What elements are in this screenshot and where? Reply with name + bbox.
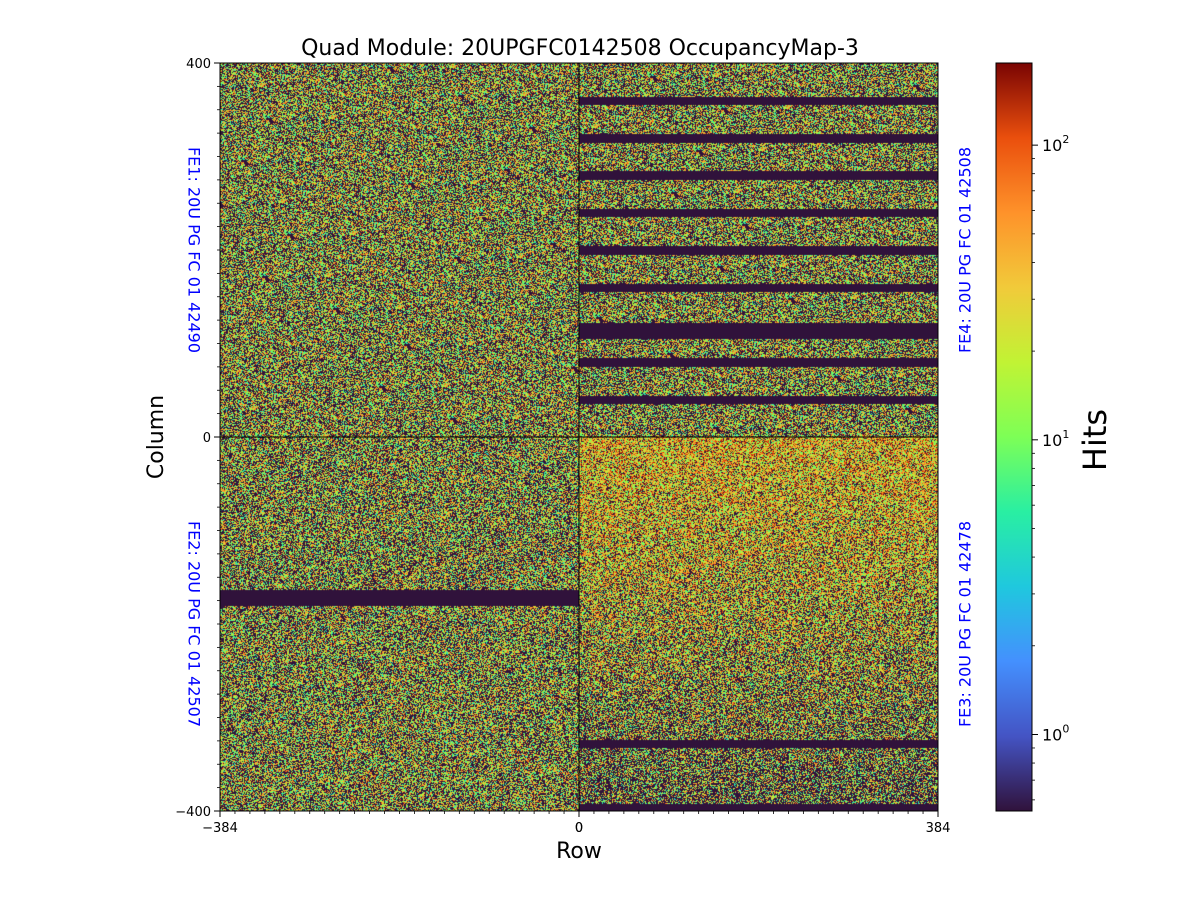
x-tick-label: 384 [926, 821, 951, 836]
fe-label-bottom-right: FE3: 20U PG FC 01 42478 [956, 521, 975, 727]
colorbar-label: Hits [1076, 409, 1114, 471]
fe-annotations: FE1: 20U PG FC 01 42490 FE2: 20U PG FC 01… [185, 147, 975, 727]
chart-title: Quad Module: 20UPGFC0142508 OccupancyMap… [301, 36, 859, 61]
y-tick-label: −400 [175, 805, 211, 820]
minor-ticks [217, 62, 939, 814]
y-tick-label: 400 [186, 57, 211, 72]
y-axis-label: Column [144, 395, 169, 479]
fe-label-bottom-left: FE2: 20U PG FC 01 42507 [185, 521, 204, 727]
x-tick-label: 0 [575, 821, 583, 836]
fe-label-top-left: FE1: 20U PG FC 01 42490 [185, 147, 204, 353]
x-tick-label: 0 [575, 821, 583, 836]
x-axis-ticks: −384 00 384 [202, 811, 950, 836]
colorbar-ticks: 100 101 102 [1032, 133, 1069, 801]
colorbar: 100 101 102 Hits [995, 62, 1114, 812]
y-tick-label: 0 [203, 431, 211, 446]
y-axis-ticks: 400 0 −400 [175, 57, 220, 820]
colorbar-tick-label: 101 [1042, 428, 1069, 450]
fe-label-top-right: FE4: 20U PG FC 01 42508 [956, 147, 975, 353]
colorbar-tick-label: 100 [1042, 722, 1069, 744]
colorbar-tick-label: 102 [1042, 133, 1069, 155]
x-axis-label: Row [556, 839, 602, 864]
x-tick-label: −384 [202, 821, 238, 836]
